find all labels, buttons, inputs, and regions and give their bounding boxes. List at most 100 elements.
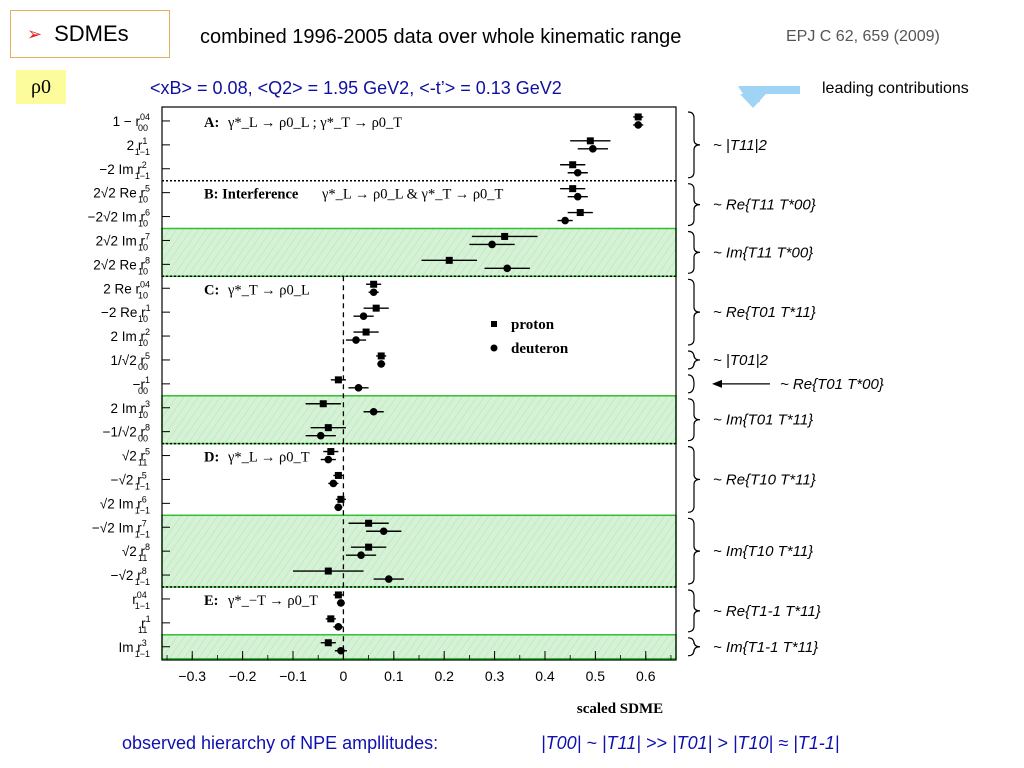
x-tick-label: 0.5 (586, 668, 606, 684)
annotation-brace (687, 278, 701, 346)
row-label: −√2 Im r7 1−1 (92, 518, 150, 539)
proton-point (334, 591, 342, 599)
annotation-text: ~ Re{T11 T*00} (713, 197, 816, 214)
arrow-bullet-icon: ➢ (27, 23, 43, 44)
group-label: C: (204, 282, 219, 298)
group-label: B: Interference (204, 187, 299, 203)
row-label: 2√2 Re r5 10 (93, 184, 150, 205)
annotation-text: ~ Im{T01 T*11} (713, 412, 813, 429)
annotation-brace (687, 183, 701, 227)
reference: EPJ C 62, 659 (2009) (786, 28, 940, 45)
deuteron-point (573, 192, 582, 201)
annotation-brace (687, 111, 701, 179)
proton-point (586, 137, 594, 145)
proton-point (365, 543, 373, 551)
annotation-text: ~ Re{T01 T*00} (780, 376, 884, 393)
row-label: 2 Re r04 10 (103, 279, 150, 300)
title-box: ➢ SDMEs (10, 10, 170, 58)
proton-point (334, 376, 342, 384)
row-label: −√2 r8 1−1 (111, 566, 150, 587)
deuteron-point (316, 431, 325, 440)
annotation-brace (687, 637, 701, 657)
annotation-text: ~ Re{T01 T*11} (713, 304, 816, 321)
x-tick-label: 0.2 (434, 668, 454, 684)
row-label: Im r3 1−1 (118, 638, 150, 659)
group-reaction: γ*_L → ρ0_L ; γ*_T → ρ0_T (227, 115, 402, 131)
annotation-brace (687, 398, 701, 442)
row-label: −√2 r5 1−1 (111, 470, 150, 491)
annotation-brace (687, 589, 701, 633)
x-tick-label: −0.1 (279, 668, 307, 684)
deuteron-point (334, 503, 343, 512)
legend-label: proton (511, 317, 555, 333)
proton-point (445, 256, 453, 264)
highlight-band (161, 227, 677, 278)
hierarchy-formula: |T00| ~ |T11| >> |T01| > |T10| ≈ |T1-1| (541, 733, 840, 753)
deuteron-point (369, 407, 378, 416)
annotation-brace (687, 350, 701, 370)
leading-contributions-label: leading contributions (822, 80, 969, 97)
x-axis-label: scaled SDME (577, 701, 663, 717)
deuteron-point (573, 168, 582, 177)
group-reaction: γ*_L → ρ0_L & γ*_T → ρ0_T (321, 187, 504, 203)
deuteron-point (324, 455, 333, 464)
x-tick-label: 0 (340, 668, 348, 684)
proton-point (365, 519, 373, 527)
proton-point (377, 352, 385, 360)
deuteron-point (503, 264, 511, 273)
row-label: 1/√2 r5 00 (111, 351, 150, 372)
proton-point (569, 161, 577, 169)
x-tick-label: −0.2 (229, 668, 257, 684)
legend-label: deuteron (511, 341, 569, 357)
group-label: A: (204, 115, 219, 131)
proton-point (370, 280, 378, 288)
row-label: 2 Im r3 10 (110, 399, 150, 420)
deuteron-point (561, 216, 569, 225)
deuteron-point (329, 479, 338, 488)
legend-circle-marker (490, 344, 498, 352)
callout-arrowhead-icon (740, 94, 766, 108)
slide-subtitle: combined 1996-2005 data over whole kinem… (200, 26, 682, 48)
annotation-brace (687, 446, 701, 513)
deuteron-point (337, 599, 345, 607)
hierarchy-caption: observed hierarchy of NPE ampllitudes: (122, 733, 439, 753)
row-label: r1 11 (138, 614, 151, 635)
x-tick-label: 0.1 (384, 668, 404, 684)
annotation-brace (687, 517, 701, 585)
kinematics-line: <xB> = 0.08, <Q2> = 1.95 GeV2, <-t’> = 0… (150, 78, 562, 98)
row-label: −2 Im r2 1−1 (99, 160, 150, 181)
deuteron-point (488, 240, 496, 249)
deuteron-point (369, 288, 378, 297)
row-label: −2√2 Im r6 10 (88, 208, 150, 229)
proton-point (362, 328, 370, 336)
row-label: 2√2 Im r7 10 (96, 231, 150, 252)
row-label: 2 Im r2 10 (110, 327, 150, 348)
annotation-text: ~ Im{T11 T*00} (713, 244, 813, 261)
proton-point (569, 185, 577, 193)
slide-title: SDMEs (54, 21, 129, 46)
deuteron-point (589, 145, 597, 153)
group-reaction: γ*_L → ρ0_T (227, 450, 310, 466)
x-tick-label: 0.3 (485, 668, 505, 684)
deuteron-point (384, 575, 393, 583)
deuteron-point (379, 527, 388, 536)
row-label: 2 r1 1−1 (127, 136, 150, 157)
annotation-text: ~ Im{T1-1 T*11} (713, 639, 818, 656)
proton-point (372, 304, 380, 312)
proton-point (324, 424, 332, 432)
row-label: 2√2 Re r8 10 (93, 255, 150, 276)
group-reaction: γ*_T → ρ0_L (227, 282, 310, 298)
row-label: √2 Im r6 1−1 (100, 494, 150, 515)
x-tick-label: 0.4 (535, 668, 555, 684)
deuteron-point (634, 121, 643, 129)
deuteron-point (354, 384, 363, 392)
row-label: √2 r8 11 (122, 542, 150, 563)
deuteron-point (377, 360, 386, 368)
highlight-band (161, 395, 677, 445)
deuteron-point (334, 623, 343, 631)
proton-point (501, 232, 509, 240)
legend-square-marker (491, 321, 497, 327)
row-label: 1 − r04 00 (113, 112, 150, 133)
proton-point (327, 615, 335, 623)
proton-point (337, 495, 345, 503)
